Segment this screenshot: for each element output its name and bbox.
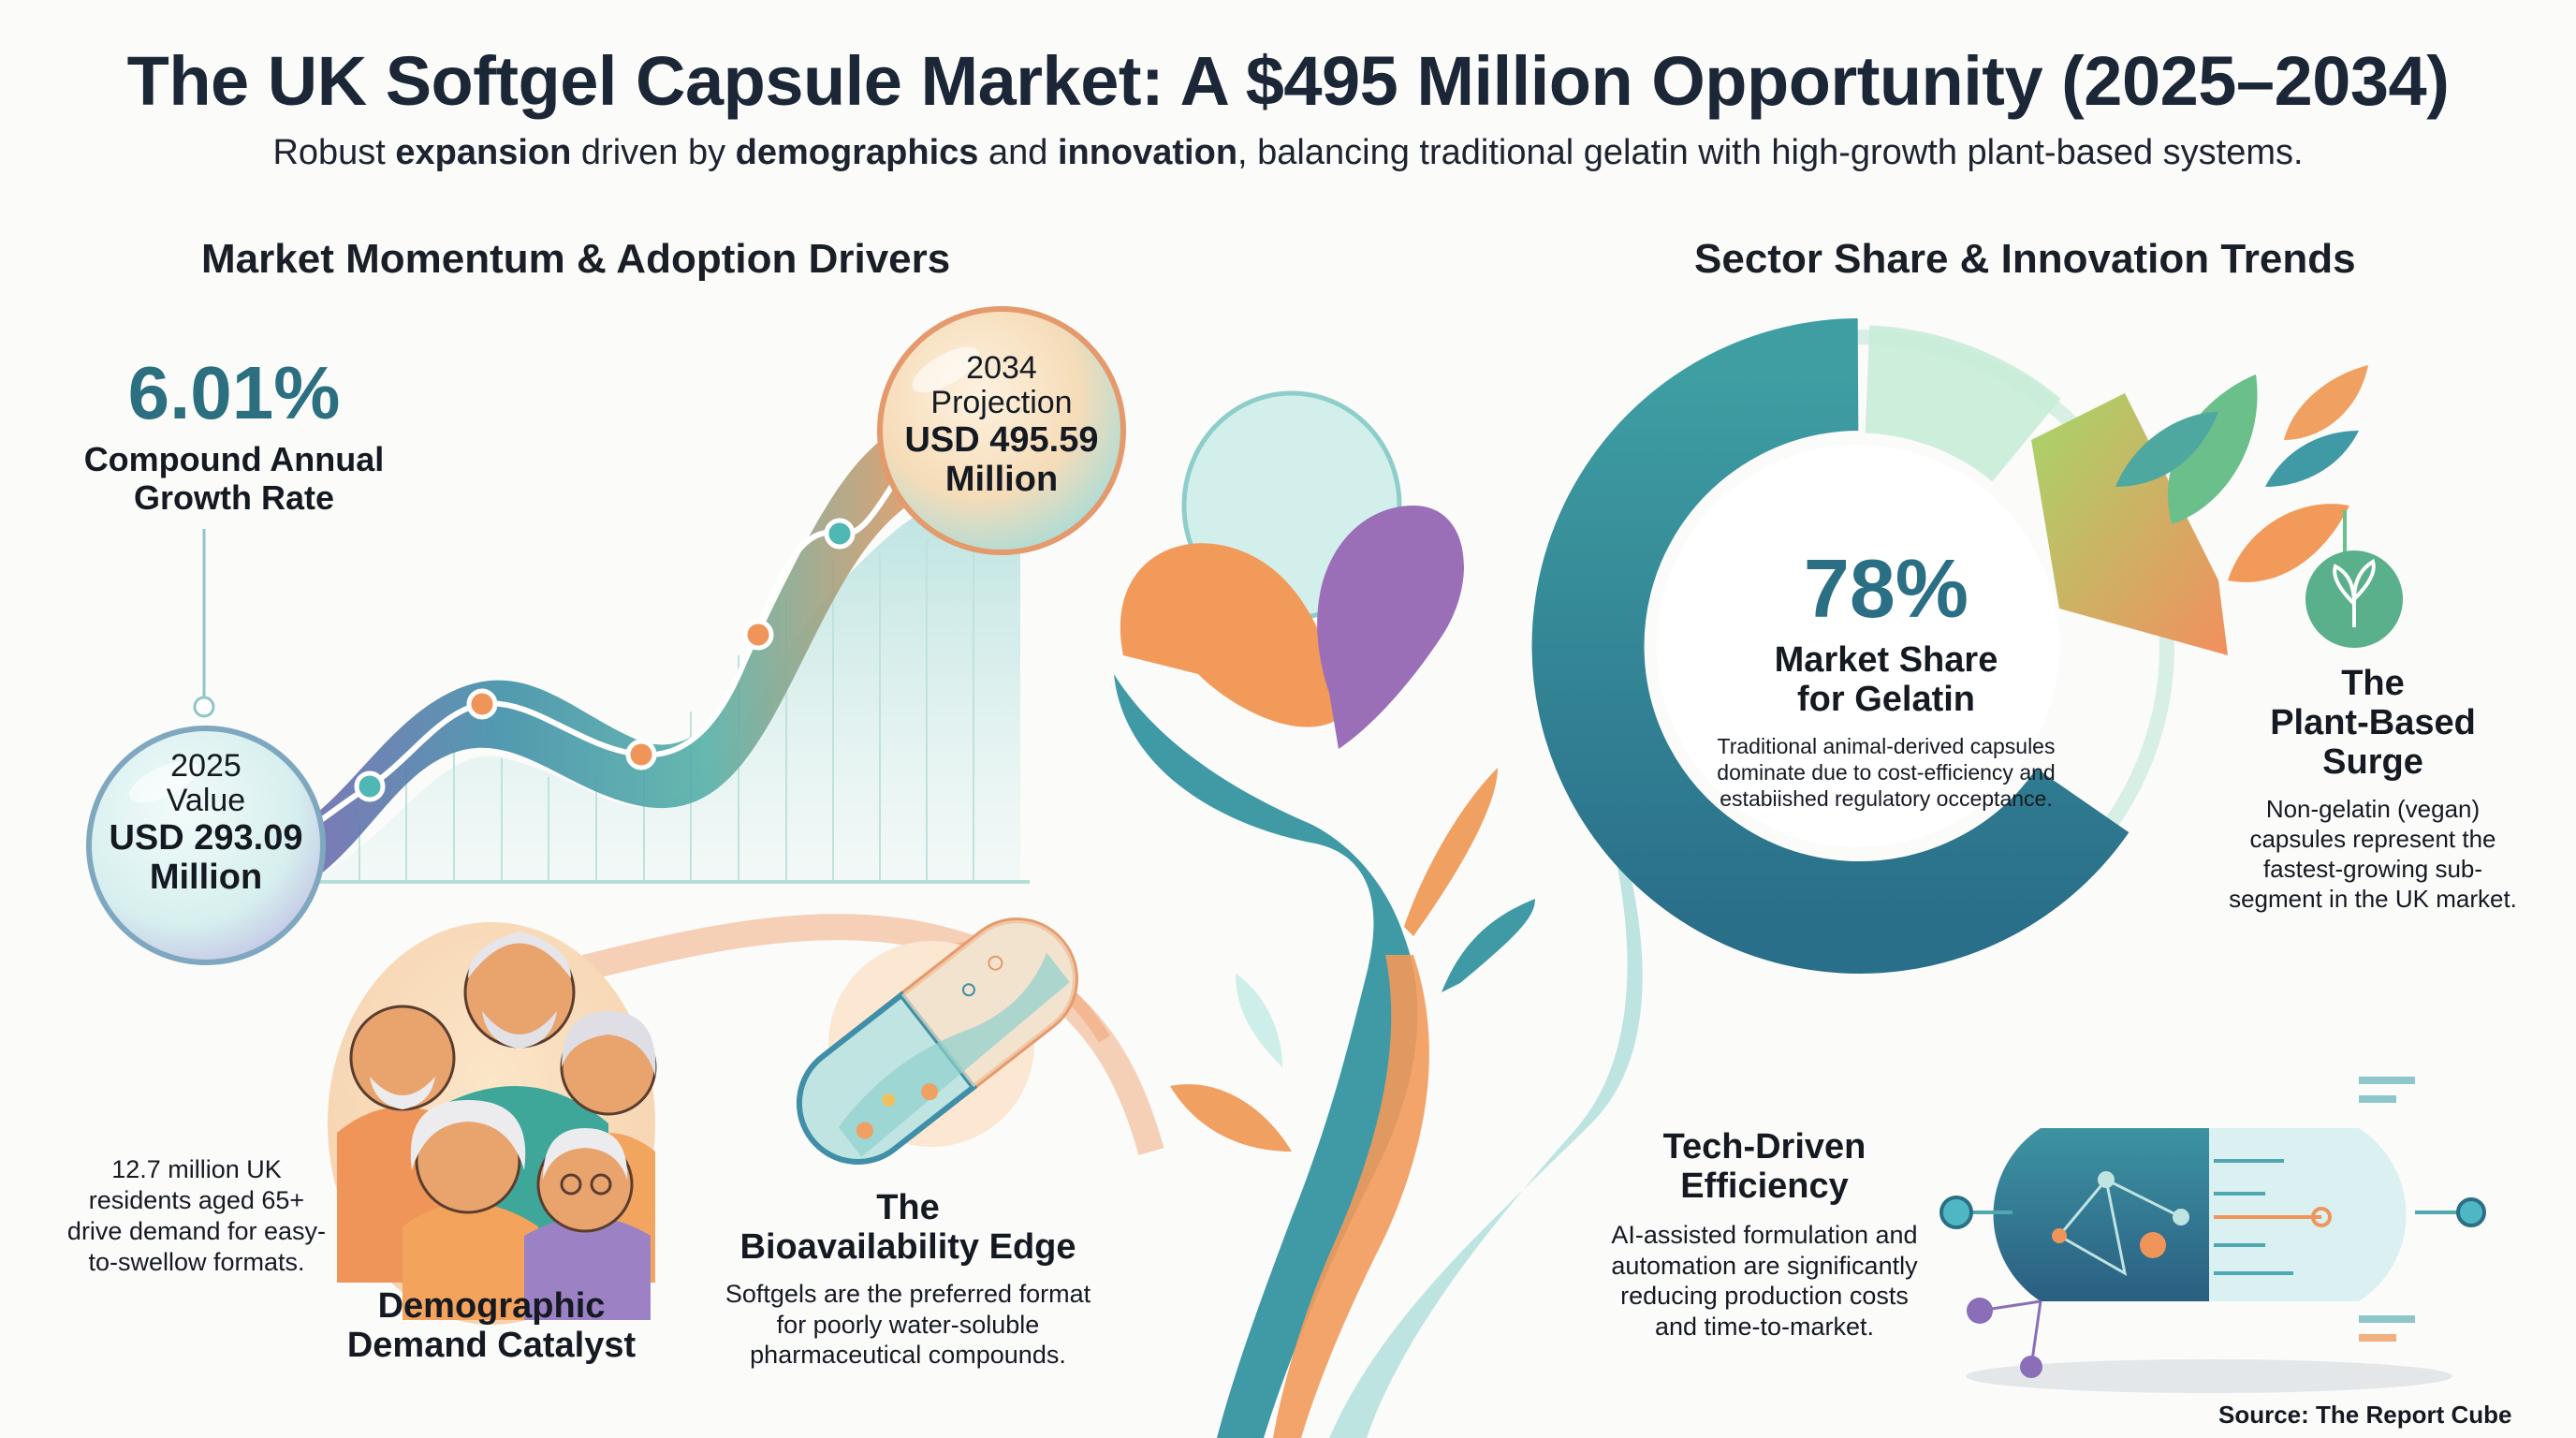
gelatin-share-title: Market Share for Gelatin (1694, 640, 2078, 720)
circuit-capsule-illustration (1939, 1077, 2486, 1393)
source-credit: Source: The Report Cube (2218, 1401, 2512, 1429)
bubble-value: USD 495.59 (904, 419, 1099, 460)
bubble-unit: Million (944, 459, 1059, 499)
value-2025-bubble: 2025 Value USD 293.09 Million (89, 748, 323, 897)
data-point (824, 518, 856, 550)
bubble-year: 2025 (170, 748, 242, 784)
donut-segment-plant (1864, 325, 2061, 483)
demographic-title-line: Demographic (377, 1286, 606, 1326)
gelatin-title-line: Market Share (1774, 640, 1998, 680)
data-point (466, 688, 498, 720)
data-point (742, 619, 774, 651)
cagr-stat: 6.01% Compound Annual Growth Rate (75, 356, 393, 518)
bubble-label: Value (166, 783, 246, 819)
subtitle-part: , balancing traditional gelatin with hig… (1237, 133, 2304, 172)
central-flower-illustration (1114, 390, 1657, 1438)
plant-based-description: Non-gelatin (vegan) capsules represent t… (2229, 795, 2517, 913)
subtitle-part: Robust (272, 133, 396, 172)
tech-description: AI-assisted formulation and automation a… (1611, 1220, 1918, 1342)
cagr-label: Compound Annual Growth Rate (75, 440, 393, 518)
leaf-cluster-illustration (2115, 365, 2368, 582)
elderly-group-illustration (328, 922, 657, 1325)
cagr-value: 6.01% (127, 351, 341, 434)
data-point (625, 739, 657, 770)
bubble-label: Projection (930, 385, 1073, 421)
gelatin-share-value: 78% (1803, 542, 1969, 635)
bioavailability-card: The Bioavailability Edge Softgels are th… (711, 1188, 1105, 1371)
subtitle-part: demographics (735, 133, 979, 172)
cagr-label-line: Compound Annual (83, 440, 385, 478)
tech-title: Tech-Driven Efficiency (1610, 1127, 1919, 1207)
gelatin-title-line: for Gelatin (1796, 679, 1976, 719)
plant-title-line: Plant-Based (2270, 702, 2476, 742)
bioavailability-description: Softgels are the preferred format for po… (724, 1279, 1091, 1370)
bubble-value: USD 293.09 (109, 817, 303, 858)
bubble-year: 2034 (966, 350, 1037, 386)
bioavailability-title: The Bioavailability Edge (711, 1188, 1105, 1268)
subtitle-part: expansion (395, 133, 572, 172)
tech-title-line: Efficiency (1680, 1166, 1849, 1206)
demographic-title-line: Demand Catalyst (346, 1325, 637, 1365)
cagr-label-line: Growth Rate (133, 478, 334, 518)
demographic-title: Demographic Demand Catalyst (323, 1286, 660, 1366)
sprout-icon (2305, 510, 2403, 648)
subtitle-part: innovation (1057, 133, 1238, 172)
page-subtitle: Robust expansion driven by demographics … (0, 133, 2576, 173)
section-title-sector-share: Sector Share & Innovation Trends (1694, 236, 2356, 282)
section-title-market-momentum: Market Momentum & Adoption Drivers (201, 236, 951, 282)
gelatin-share-donut (1531, 318, 2228, 974)
tech-title-line: Tech-Driven (1662, 1127, 1866, 1167)
growth-chart-area (281, 487, 1030, 884)
plant-title-line: The (2341, 664, 2405, 703)
bioavailability-title-line: Bioavailability Edge (739, 1226, 1076, 1267)
projection-2034-bubble: 2034 Projection USD 495.59 Million (880, 350, 1123, 499)
gelatin-share-description: Traditional animal-derived capsules domi… (1717, 733, 2056, 811)
growth-ribbon (262, 412, 945, 899)
subtitle-part: driven by (571, 133, 736, 172)
plant-based-card: The Plant-Based Surge Non-gelatin (vegan… (2228, 664, 2518, 914)
gelatin-share-card: 78% Market Share for Gelatin Traditional… (1694, 548, 2078, 812)
page-title: The UK Softgel Capsule Market: A $495 Mi… (126, 42, 2450, 120)
data-point (354, 770, 386, 802)
tech-efficiency-card: Tech-Driven Efficiency AI-assisted formu… (1610, 1127, 1919, 1343)
plant-based-title: The Plant-Based Surge (2228, 664, 2518, 782)
softgel-capsule-illustration (796, 917, 1078, 1165)
demographic-description: 12.7 million UK residents aged 65+ drive… (66, 1155, 327, 1276)
bubble-unit: Million (149, 857, 263, 897)
plant-title-line: Surge (2322, 741, 2423, 782)
subtitle-part: and (978, 133, 1058, 172)
bioavailability-title-line: The (876, 1188, 940, 1227)
donut-segment-gelatin (1531, 318, 2130, 974)
